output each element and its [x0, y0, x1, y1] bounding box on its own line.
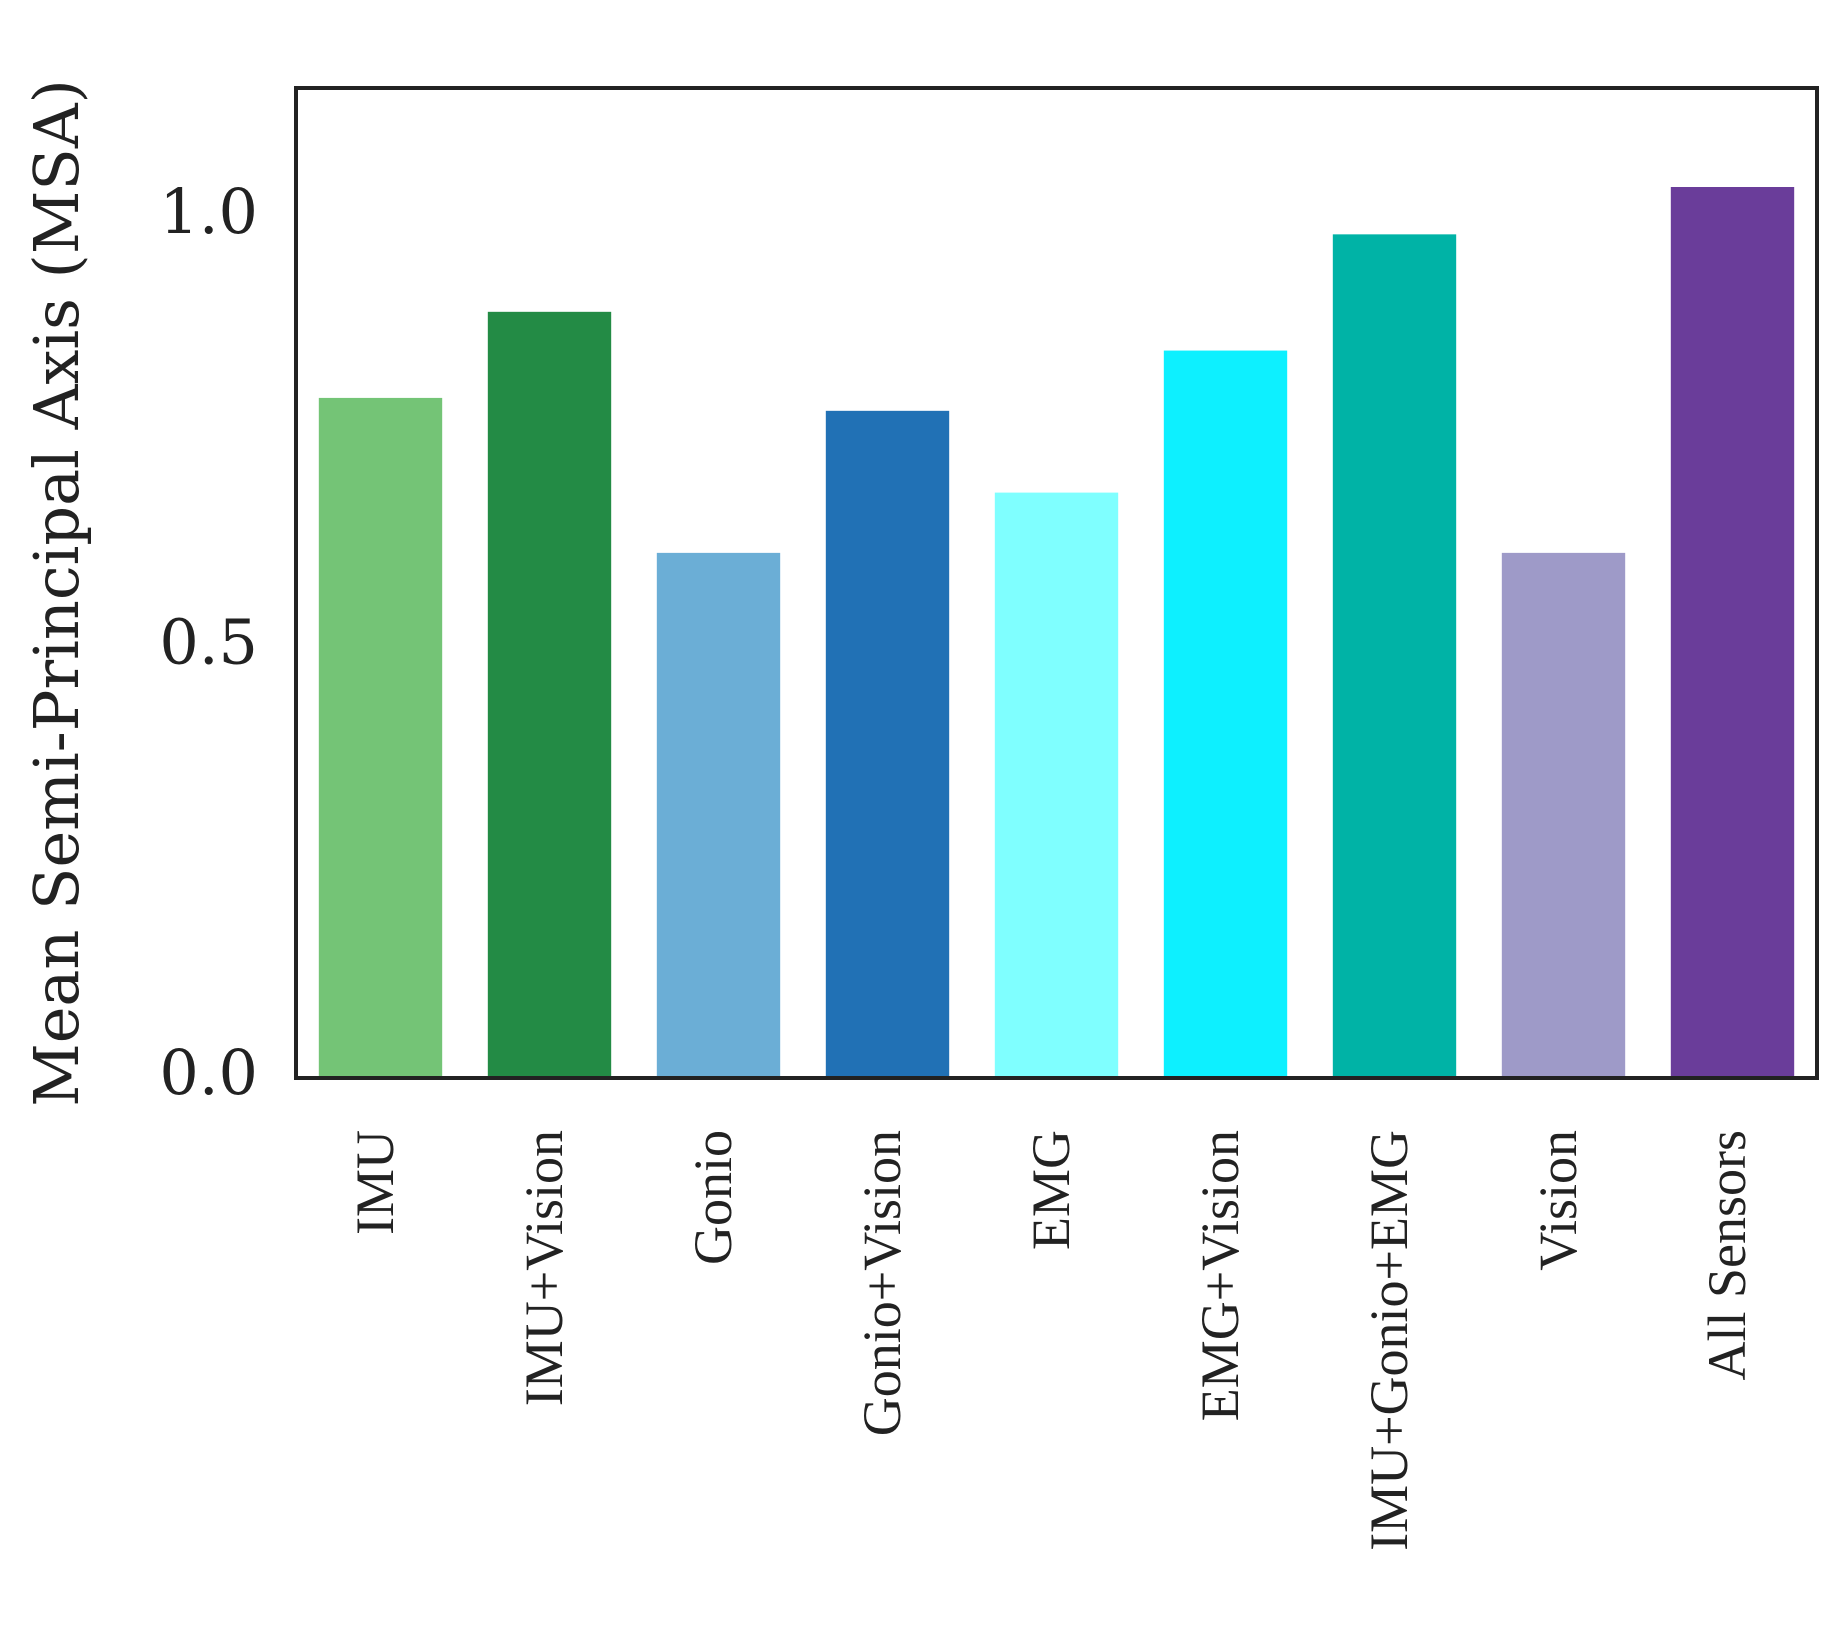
x-tick-label-imu-gonio-emg: IMU+Gonio+EMG	[1359, 1130, 1419, 1551]
x-tick-label-all-sensors: All Sensors	[1697, 1130, 1757, 1381]
x-tick-label-emg: EMG	[1021, 1130, 1081, 1250]
y-tick-label: 0.5	[159, 606, 258, 679]
bar-gonio	[656, 552, 781, 1078]
bar-emg-vision	[1163, 350, 1288, 1079]
x-tick-label-imu-vision: IMU+Vision	[514, 1130, 574, 1406]
x-tick-label-imu: IMU	[345, 1130, 405, 1235]
bar-imu-vision	[487, 311, 612, 1079]
y-tick-label: 0.0	[159, 1036, 258, 1109]
plot-frame	[294, 86, 1819, 1080]
y-tick-label: 1.0	[159, 175, 258, 248]
bar-all-sensors	[1670, 187, 1795, 1078]
x-tick-label-vision: Vision	[1528, 1130, 1588, 1271]
bar-imu-gonio-emg	[1332, 234, 1457, 1078]
x-tick-label-gonio-vision: Gonio+Vision	[852, 1130, 912, 1436]
y-axis-title: Mean Semi-Principal Axis (MSA)	[20, 79, 93, 1107]
x-axis-labels: IMU IMU+Vision Gonio Gonio+Vision EMG EMG+Vis…	[345, 1130, 1757, 1551]
bar-vision	[1501, 552, 1626, 1078]
x-tick-label-gonio: Gonio	[683, 1130, 743, 1265]
y-axis-ticks: 0.0 0.5 1.0	[159, 175, 258, 1109]
bar-emg	[994, 492, 1119, 1078]
x-tick-label-emg-vision: EMG+Vision	[1190, 1130, 1250, 1421]
bar-gonio-vision	[825, 410, 950, 1079]
bars-group	[318, 187, 1795, 1079]
bar-imu	[318, 397, 443, 1078]
